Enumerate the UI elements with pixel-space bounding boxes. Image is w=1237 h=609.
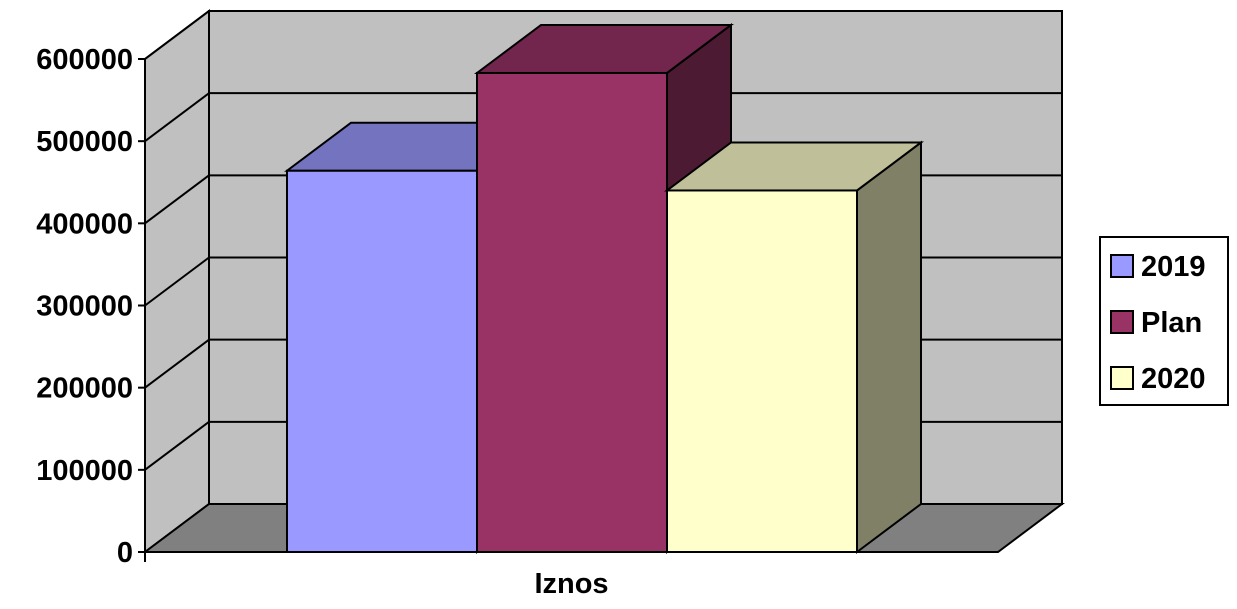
legend-item: 2019	[1110, 251, 1206, 283]
y-tick-label: 300000	[36, 291, 133, 323]
legend-label: 2020	[1141, 363, 1206, 395]
x-axis: Iznos	[144, 551, 998, 600]
legend-label: Plan	[1141, 307, 1202, 339]
y-tick-label: 100000	[36, 455, 133, 487]
bar-side	[856, 140, 922, 554]
bar-front	[286, 169, 478, 553]
gridline-diagonal	[144, 10, 210, 60]
bars	[284, 22, 924, 554]
legend-item: 2020	[1110, 363, 1206, 395]
gridline-diagonal	[144, 92, 210, 142]
gridline-diagonal	[144, 421, 210, 471]
y-tick-label: 400000	[36, 208, 133, 240]
legend-swatch	[1110, 366, 1134, 390]
y-tick-label: 200000	[36, 373, 133, 405]
bar-2020	[664, 140, 924, 554]
legend-swatch	[1110, 310, 1134, 334]
bar-front	[476, 71, 668, 554]
legend-label: 2019	[1141, 251, 1206, 283]
legend-item: Plan	[1110, 307, 1202, 339]
y-tick-label: 600000	[36, 44, 133, 76]
legend-swatch	[1110, 254, 1134, 278]
gridline-diagonal	[144, 174, 210, 225]
gridline-diagonal	[144, 338, 210, 389]
bar-front	[666, 189, 858, 553]
legend: 2019 Plan 2020	[1099, 236, 1229, 406]
y-tick-label: 500000	[36, 126, 133, 158]
y-axis: 0 100000 200000 300000 400000 500000 600000	[36, 44, 146, 569]
gridline-diagonal	[144, 256, 210, 307]
y-tick-label: 0	[117, 537, 133, 569]
x-category-label: Iznos	[534, 568, 608, 600]
